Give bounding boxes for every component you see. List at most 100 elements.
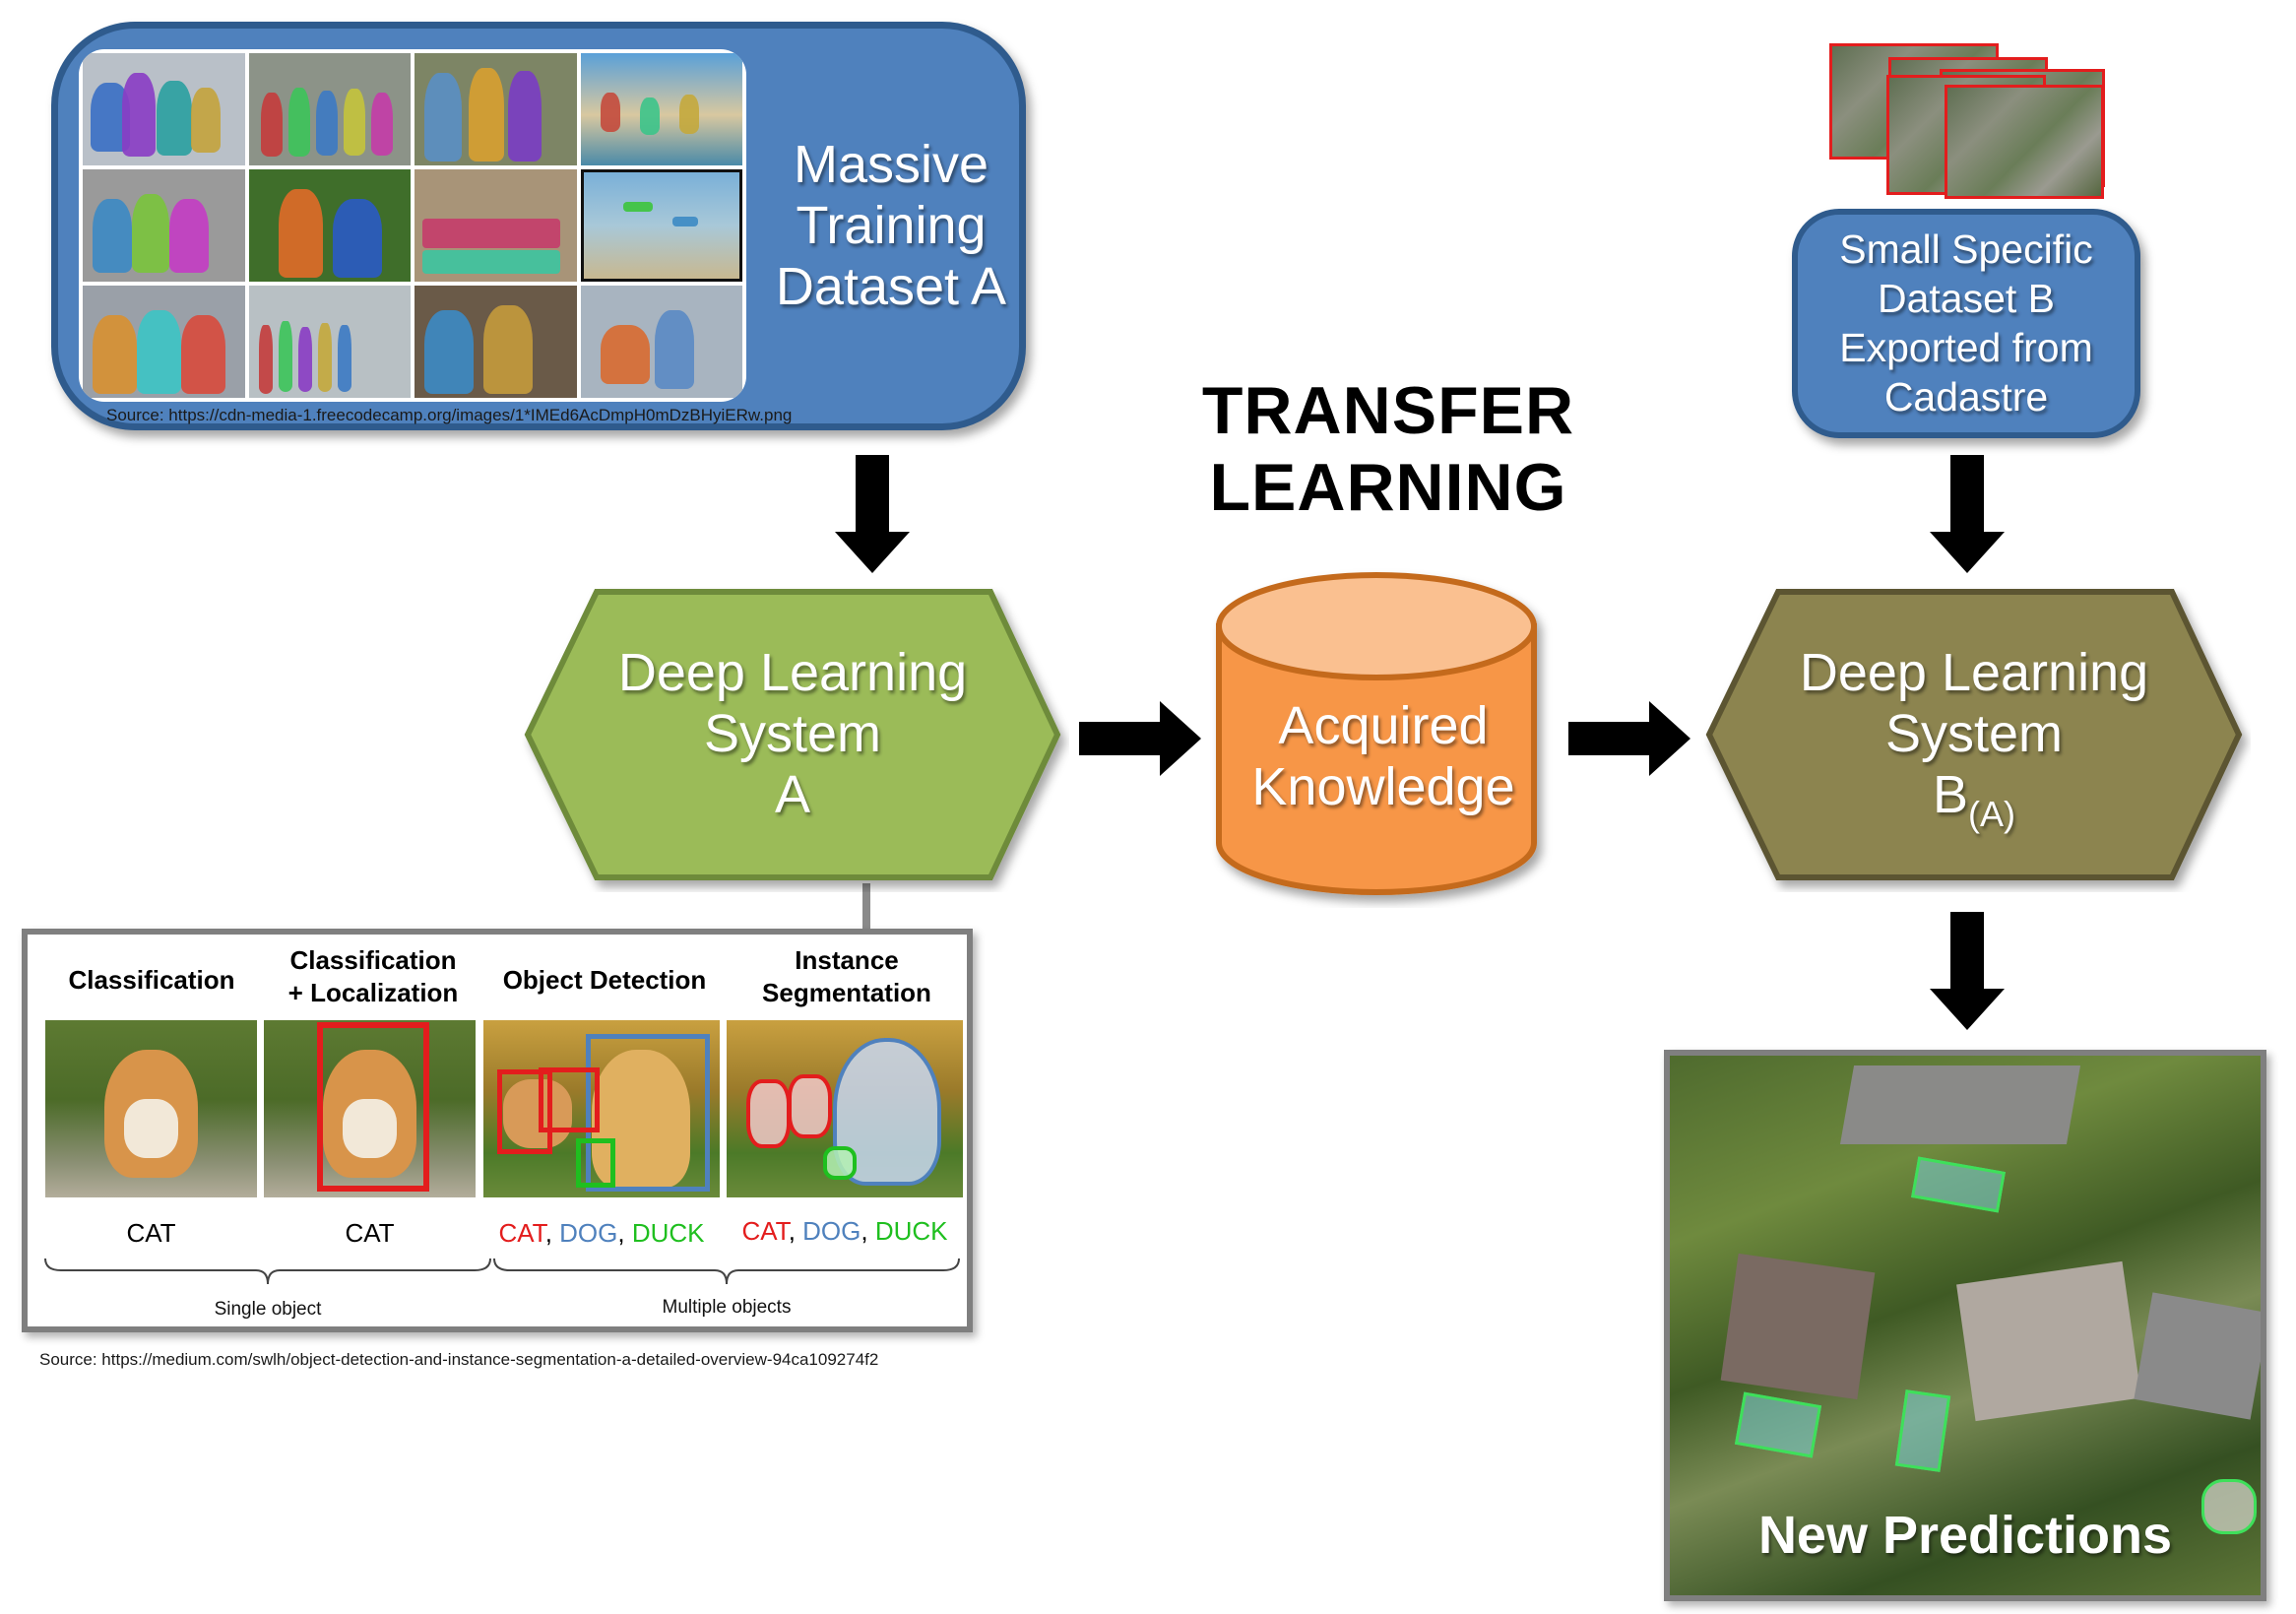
dataset-b-title-line: Cadastre [1883, 374, 2049, 420]
label-dog: DOG [802, 1216, 861, 1246]
system-b-title-line: Deep Learning [1799, 643, 2149, 702]
dataset-b-title-line: Dataset B [1877, 276, 2056, 322]
vision-tasks-panel: Classification Classification + Localiza… [22, 929, 973, 1332]
bounding-box [497, 1069, 552, 1154]
predictions-aerial-image [1664, 1050, 2266, 1601]
predicted-pool [1734, 1391, 1822, 1458]
task-heading-line: Classification [289, 945, 457, 975]
dataset-b-title-line: Exported from [1839, 325, 2093, 371]
arrow-down-to-system-b [1930, 455, 2005, 573]
roof [1720, 1253, 1876, 1400]
arrow-down-to-system-a [835, 455, 910, 573]
system-a-title-line: A [774, 765, 811, 825]
collage-thumb [415, 53, 577, 165]
collage-thumb [580, 169, 742, 282]
bounding-box [576, 1138, 615, 1188]
task-heading-detection: Object Detection [502, 965, 707, 995]
multiple-objects-label: Multiple objects [662, 1297, 792, 1318]
bounding-box [317, 1022, 429, 1192]
roof [2134, 1292, 2261, 1420]
segmentation-mask [788, 1074, 832, 1138]
detection-image [483, 1020, 720, 1197]
brace-multiple [493, 1258, 960, 1285]
dataset-b-title-line: Small Specific [1839, 226, 2093, 272]
dataset-b-box [1792, 209, 2140, 438]
label-cat: CAT [741, 1216, 789, 1246]
label-separator: , [617, 1218, 632, 1248]
task-heading-line: + Localization [287, 977, 459, 1007]
dataset-a-title-line: Dataset A [775, 257, 1007, 317]
collage-thumb [83, 53, 245, 165]
connector-line [862, 883, 870, 933]
classification-image [45, 1020, 257, 1197]
knowledge-title: Acquired Knowledge [1221, 695, 1546, 817]
collage-thumb [248, 53, 411, 165]
segmentation-mask [823, 1146, 857, 1180]
predicted-pool [1911, 1156, 2006, 1213]
predicted-pool [1894, 1389, 1951, 1472]
dataset-a-image-collage [79, 49, 746, 402]
system-b-hexagon [1705, 589, 2243, 880]
label-dog: DOG [559, 1218, 618, 1248]
dataset-b-title: Small Specific Dataset B Exported from C… [1792, 225, 2140, 421]
collage-thumb [415, 169, 577, 282]
dataset-a-title-line: Massive [793, 135, 989, 194]
knowledge-title-line: Acquired [1278, 696, 1489, 755]
classification-label: CAT [126, 1218, 176, 1248]
label-separator: , [861, 1216, 875, 1246]
system-b-subscript: (A) [1968, 794, 2016, 835]
roof [1839, 1065, 2081, 1144]
dataset-a-title-line: Training [796, 196, 987, 256]
transfer-title-line: LEARNING [1209, 450, 1567, 526]
collage-thumb [580, 286, 742, 398]
dataset-a-source: Source: https://cdn-media-1.freecodecamp… [106, 406, 793, 424]
bounding-box [586, 1034, 710, 1192]
task-heading-line: Segmentation [762, 977, 931, 1007]
single-object-label: Single object [214, 1299, 322, 1320]
knowledge-cylinder [1216, 572, 1537, 895]
segmentation-labels: CAT, DOG, DUCK [727, 1216, 963, 1247]
task-heading-line: Instance [795, 945, 899, 975]
predictions-title: New Predictions [1757, 1506, 2173, 1565]
collage-thumb [415, 286, 577, 398]
task-heading-localization: Classification + Localization [260, 944, 486, 1008]
system-b-title: Deep Learning System B(A) [1762, 642, 2186, 835]
brace-single [44, 1258, 491, 1285]
roof [1956, 1260, 2141, 1422]
arrow-down-to-predictions [1930, 912, 2005, 1030]
task-heading-segmentation: Instance Segmentation [729, 944, 965, 1008]
label-separator: , [788, 1216, 803, 1246]
system-a-title: Deep Learning System A [581, 642, 1004, 825]
transfer-title-line: TRANSFER [1201, 373, 1575, 448]
system-a-title-line: Deep Learning [617, 643, 968, 702]
dataset-a-title: Massive Training Dataset A [743, 134, 1039, 317]
arrow-right-to-knowledge [1079, 701, 1201, 776]
collage-thumb [248, 169, 411, 282]
system-b-title-line: B(A) [1762, 764, 2186, 834]
predicted-pool [2201, 1479, 2257, 1534]
collage-thumb [83, 286, 245, 398]
segmentation-image [727, 1020, 963, 1197]
system-b-title-line: System [1884, 704, 2064, 764]
aerial-tile [1945, 85, 2104, 199]
arrow-right-to-system-b [1568, 701, 1690, 776]
detection-labels: CAT, DOG, DUCK [483, 1218, 720, 1249]
collage-thumb [83, 169, 245, 282]
tasks-source: Source: https://medium.com/swlh/object-d… [39, 1350, 879, 1369]
localization-label: CAT [345, 1218, 395, 1248]
bounding-box [539, 1067, 600, 1132]
label-duck: DUCK [631, 1218, 705, 1248]
segmentation-mask [746, 1079, 791, 1148]
label-cat: CAT [498, 1218, 545, 1248]
system-b-letter: B [1932, 765, 1969, 825]
collage-thumb [248, 286, 411, 398]
label-separator: , [544, 1218, 560, 1248]
knowledge-title-line: Knowledge [1251, 757, 1515, 817]
system-a-hexagon [524, 589, 1061, 880]
task-heading-classification: Classification [68, 965, 235, 995]
collage-thumb [580, 53, 742, 165]
system-a-title-line: System [703, 704, 882, 764]
transfer-learning-title: TRANSFER LEARNING [1162, 372, 1615, 526]
localization-image [264, 1020, 476, 1197]
label-duck: DUCK [874, 1216, 948, 1246]
